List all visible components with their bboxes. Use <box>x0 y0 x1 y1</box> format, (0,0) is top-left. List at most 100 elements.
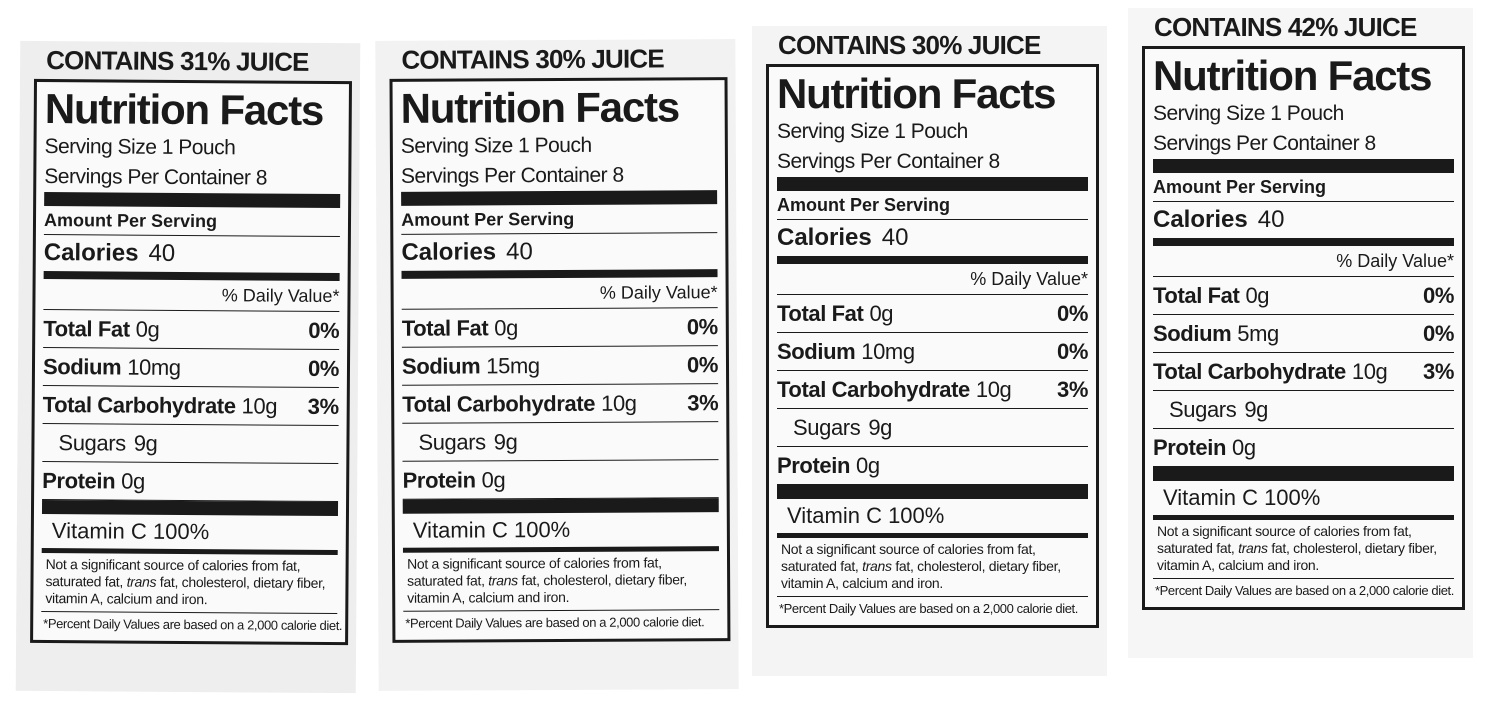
note: Not a significant source of calories fro… <box>1153 520 1454 579</box>
footnote: *Percent Daily Values are based on a 2,0… <box>405 614 705 631</box>
calories-value: 40 <box>1257 206 1285 233</box>
protein-row: Protein 0g <box>42 461 339 503</box>
nutrient-amount: 0g <box>1245 283 1270 308</box>
serving-size: Serving Size 1 Pouch <box>1153 102 1344 125</box>
nutrient-row: Total Carbohydrate 10g 3% <box>777 371 1088 409</box>
nutrient-amount: 10mg <box>861 339 915 364</box>
nutrient-row: Sodium 5mg 0% <box>1153 315 1454 353</box>
nutrient-name: Sodium <box>1153 321 1232 346</box>
amount-per-serving: Amount Per Serving <box>43 205 341 238</box>
sugars-name: Sugars <box>1169 397 1237 422</box>
calories-label: Calories <box>777 224 872 251</box>
calories-value: 40 <box>148 239 176 267</box>
nutrient-name: Total Fat <box>401 315 489 341</box>
note-part: Not a significant source of calories fro… <box>1157 523 1412 556</box>
protein-name: Protein <box>42 467 116 494</box>
serving-size: Serving Size 1 Pouch <box>400 133 592 158</box>
juice-content: CONTAINS 30% JUICE <box>778 30 1041 60</box>
note-part: trans <box>1238 540 1268 556</box>
serving-size: Serving Size 1 Pouch <box>777 120 968 143</box>
footnote: *Percent Daily Values are based on a 2,0… <box>1155 583 1454 598</box>
protein-amount: 0g <box>481 467 506 493</box>
footnote: *Percent Daily Values are based on a 2,0… <box>43 615 343 634</box>
vitamin: Vitamin C 100% <box>412 516 571 543</box>
servings-per-container: Servings Per Container 8 <box>1153 132 1376 155</box>
rule <box>777 485 1088 499</box>
nutrient-dv: 0% <box>308 317 340 344</box>
rule <box>1153 238 1454 246</box>
vitamin: Vitamin C 100% <box>1163 485 1321 510</box>
nutrient-amount: 10g <box>1351 359 1388 384</box>
nutrient-name: Total Carbohydrate <box>402 390 596 417</box>
nutrition-box: Nutrition Facts Serving Size 1 Pouch Servi… <box>30 78 352 646</box>
protein-name: Protein <box>402 467 476 493</box>
note-part: trans <box>862 558 892 574</box>
note-part: trans <box>126 573 157 590</box>
note-part: fat, cholesterol, dietary fiber, vitamin… <box>1157 540 1437 573</box>
nutrient-dv: 0% <box>1057 339 1088 364</box>
juice-content: CONTAINS 31% JUICE <box>46 45 309 77</box>
note: Not a significant source of calories fro… <box>777 538 1088 597</box>
nutrient-dv: 0% <box>1057 301 1088 326</box>
nutrient-amount: 10mg <box>127 354 181 380</box>
sugars-row: Sugars 9g <box>777 409 1088 447</box>
title: Nutrition Facts <box>44 84 324 134</box>
nutrient-amount: 0g <box>494 315 518 341</box>
nutrient-row: Total Carbohydrate 10g 3% <box>42 385 339 427</box>
amount-per-serving: Amount Per Serving <box>777 191 1088 220</box>
daily-value-header: % Daily Value* <box>777 264 1088 295</box>
nutrient-dv: 3% <box>687 390 719 416</box>
nutrition-box: Nutrition Facts Serving Size 1 Pouch Servi… <box>766 64 1099 628</box>
nutrient-name: Total Carbohydrate <box>777 377 970 402</box>
calories-row: Calories 40 <box>44 235 340 273</box>
protein-row: Protein 0g <box>1153 429 1454 467</box>
sugars-amount: 9g <box>1244 397 1268 422</box>
nutrient-name: Sodium <box>777 339 856 364</box>
protein-name: Protein <box>777 453 850 478</box>
nutrient-amount: 0g <box>869 301 894 326</box>
nutrient-row: Total Carbohydrate 10g 3% <box>1153 353 1454 391</box>
sugars-amount: 9g <box>868 415 892 440</box>
note-part: fat, cholesterol, dietary fiber, vitamin… <box>781 558 1061 591</box>
protein-row: Protein 0g <box>402 460 719 500</box>
servings-per-container: Servings Per Container 8 <box>400 163 624 188</box>
vitamin: Vitamin C 100% <box>787 503 945 528</box>
note: Not a significant source of calories fro… <box>41 552 338 615</box>
note-part: trans <box>488 572 518 589</box>
nutrient-dv: 3% <box>1423 359 1454 384</box>
nutrient-dv: 0% <box>686 352 719 378</box>
nutrient-dv: 0% <box>307 355 340 382</box>
juice-content: CONTAINS 42% JUICE <box>1154 12 1417 42</box>
protein-name: Protein <box>1153 435 1226 460</box>
calories-row: Calories 40 <box>401 233 717 271</box>
nutrient-row: Total Carbohydrate 10g 3% <box>402 384 719 424</box>
nutrient-row: Sodium 10mg 0% <box>777 333 1088 371</box>
calories-value: 40 <box>881 224 909 251</box>
calories-row: Calories 40 <box>777 220 1088 256</box>
label-panel: CONTAINS 42% JUICE Nutrition Facts Serving… <box>1128 8 1473 658</box>
nutrient-amount: 10g <box>601 390 637 416</box>
rule <box>777 256 1088 264</box>
rule <box>1153 467 1454 481</box>
calories-label: Calories <box>1153 206 1248 233</box>
nutrient-row: Total Fat 0g 0% <box>401 308 718 348</box>
sugars-row: Sugars 9g <box>402 422 719 462</box>
nutrition-box: Nutrition Facts Serving Size 1 Pouch Servi… <box>1142 46 1465 610</box>
footnote: *Percent Daily Values are based on a 2,0… <box>779 601 1078 616</box>
daily-value-header: % Daily Value* <box>43 278 340 313</box>
amount-per-serving: Amount Per Serving <box>401 204 718 235</box>
label-panel: CONTAINS 30% JUICE Nutrition Facts Serving… <box>375 39 739 691</box>
sugars-row: Sugars 9g <box>1153 391 1454 429</box>
sugars-name: Sugars <box>418 429 486 455</box>
nutrient-row: Total Fat 0g 0% <box>43 309 340 351</box>
protein-amount: 0g <box>856 453 880 478</box>
nutrient-row: Total Fat 0g 0% <box>777 295 1088 333</box>
sugars-row: Sugars 9g <box>42 423 339 465</box>
label-panel: CONTAINS 30% JUICE Nutrition Facts Serving… <box>752 26 1107 676</box>
protein-amount: 0g <box>1232 435 1256 460</box>
sugars-amount: 9g <box>493 429 518 455</box>
nutrient-dv: 3% <box>1057 377 1088 402</box>
nutrient-row: Total Fat 0g 0% <box>1153 277 1454 315</box>
rule <box>1153 515 1454 520</box>
